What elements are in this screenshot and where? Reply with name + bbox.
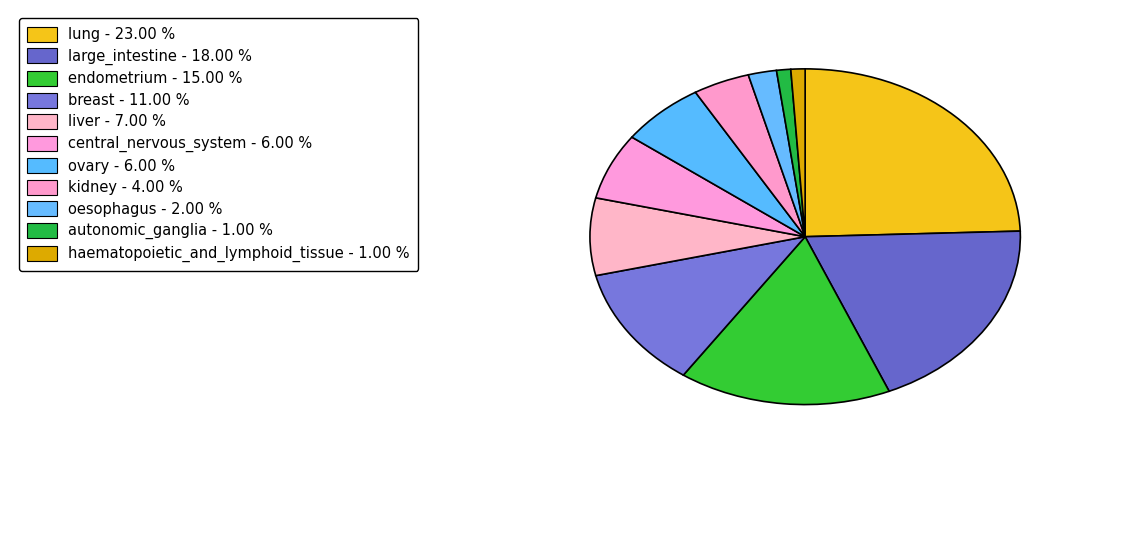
Wedge shape (748, 70, 805, 237)
Wedge shape (684, 237, 889, 405)
Wedge shape (790, 69, 805, 237)
Wedge shape (632, 93, 805, 237)
Wedge shape (595, 237, 805, 375)
Wedge shape (595, 137, 805, 237)
Wedge shape (805, 231, 1021, 391)
Wedge shape (695, 75, 805, 237)
Legend: lung - 23.00 %, large_intestine - 18.00 %, endometrium - 15.00 %, breast - 11.00: lung - 23.00 %, large_intestine - 18.00 … (18, 18, 418, 271)
Wedge shape (590, 198, 805, 275)
Wedge shape (805, 69, 1021, 237)
Wedge shape (777, 69, 805, 237)
